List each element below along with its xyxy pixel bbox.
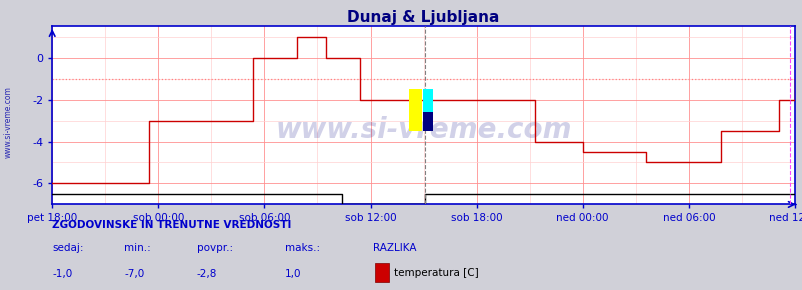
Text: temperatura [C]: temperatura [C] — [394, 268, 479, 278]
Text: sedaj:: sedaj: — [52, 243, 83, 253]
Text: maks.:: maks.: — [285, 243, 320, 253]
Title: Dunaj & Ljubljana: Dunaj & Ljubljana — [347, 10, 499, 25]
Bar — [423, 89, 433, 112]
Text: www.si-vreme.com: www.si-vreme.com — [3, 86, 13, 158]
Text: -1,0: -1,0 — [52, 269, 72, 279]
Text: min.:: min.: — [124, 243, 151, 253]
Text: www.si-vreme.com: www.si-vreme.com — [275, 115, 571, 144]
Text: ZGODOVINSKE IN TRENUTNE VREDNOSTI: ZGODOVINSKE IN TRENUTNE VREDNOSTI — [52, 220, 291, 230]
Bar — [409, 89, 421, 131]
Text: -2,8: -2,8 — [196, 269, 217, 279]
Text: povpr.:: povpr.: — [196, 243, 233, 253]
Text: RAZLIKA: RAZLIKA — [373, 243, 416, 253]
Text: -7,0: -7,0 — [124, 269, 144, 279]
Bar — [423, 112, 433, 131]
Text: 1,0: 1,0 — [285, 269, 302, 279]
